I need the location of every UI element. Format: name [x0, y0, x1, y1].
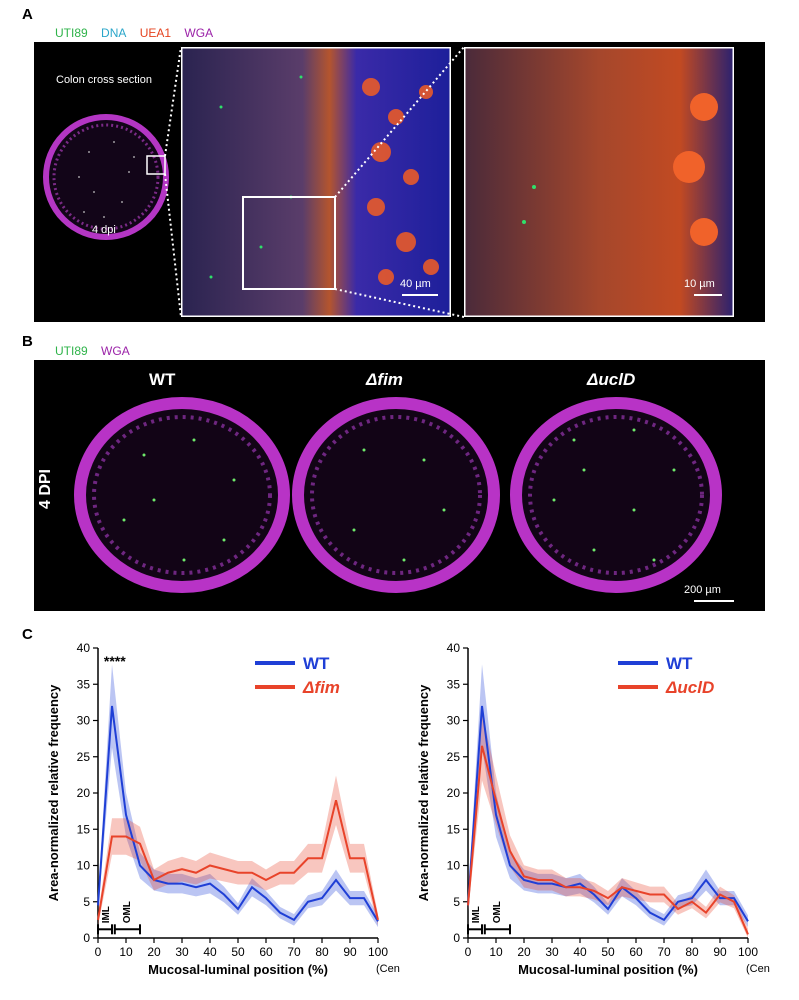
legend-label: WT	[303, 654, 330, 673]
x-tick-label: 0	[95, 945, 102, 959]
scale-label-right: 10 µm	[684, 278, 715, 290]
y-tick-label: 25	[447, 750, 461, 764]
legend-label: ΔuclD	[665, 678, 714, 697]
panel-a-letter: A	[22, 6, 33, 23]
y-tick-label: 10	[77, 859, 91, 873]
y-tick-label: 10	[447, 859, 461, 873]
y-tick-label: 25	[77, 750, 91, 764]
panel-c-letter: C	[22, 626, 33, 643]
legend-uea1: UEA1	[139, 26, 172, 40]
x-tick-label: 70	[287, 945, 301, 959]
y-tick-label: 0	[83, 931, 90, 945]
y-tick-label: 15	[77, 822, 91, 836]
error-band-wt	[468, 664, 748, 928]
x-tick-label: 50	[231, 945, 245, 959]
x-tick-label: 60	[629, 945, 643, 959]
iml-label: IML	[101, 906, 112, 923]
section-wt	[74, 397, 290, 593]
legend-label: Δfim	[302, 678, 340, 697]
x-tick-label: 70	[657, 945, 671, 959]
series-line-wt	[467, 705, 749, 922]
x-tick-label: 60	[259, 945, 273, 959]
zoom-connector-lines	[164, 46, 465, 318]
x-tick-label: 10	[489, 945, 503, 959]
colon-overview-image	[43, 114, 169, 240]
y-tick-label: 20	[447, 786, 461, 800]
y-axis-label: Area-normalized relative frequency	[416, 684, 431, 902]
x-axis-label: Mucosal-luminal position (%)	[148, 962, 328, 977]
legend-wga: WGA	[184, 26, 214, 40]
y-tick-label: 5	[453, 895, 460, 909]
y-tick-label: 20	[77, 786, 91, 800]
x-axis-label: Mucosal-luminal position (%)	[518, 962, 698, 977]
series-line-mutant	[97, 800, 379, 921]
error-band-mutant	[468, 711, 748, 938]
x-tick-label: 10	[119, 945, 133, 959]
section-ucld	[510, 397, 722, 593]
y-tick-label: 5	[83, 895, 90, 909]
section-fim	[292, 397, 500, 593]
scale-label-b: 200 µm	[684, 584, 721, 596]
x-tick-label: 20	[517, 945, 531, 959]
colon-sections-images	[74, 397, 722, 593]
time-label: 4 dpi	[92, 224, 116, 236]
panel-a-legend: UTI89 DNA UEA1 WGA	[55, 24, 213, 42]
x-tick-label: 0	[465, 945, 472, 959]
iml-label: IML	[471, 906, 482, 923]
scale-bar-b	[694, 600, 734, 602]
series-line-mutant	[467, 745, 749, 935]
x-end-note: (Center)	[746, 963, 770, 975]
x-tick-label: 90	[713, 945, 727, 959]
genotype-wt: WT	[149, 370, 176, 389]
legend-b-uti89: UTI89	[55, 344, 88, 358]
x-tick-label: 20	[147, 945, 161, 959]
chart-wt-vs-fim: 0 5 10 15 20 25 30 35 40 0 10 20 30 40 50 60 70 80 90 100 (C…	[46, 641, 400, 977]
oml-label: OML	[122, 901, 133, 923]
panel-b-micrograph-strip: WT Δfim ΔuclD 4 DPI 200 µm	[34, 360, 765, 611]
x-tick-label: 80	[685, 945, 699, 959]
legend-dna: DNA	[101, 26, 127, 40]
legend-b-wga: WGA	[101, 344, 130, 358]
mid-zoom-image	[181, 47, 451, 317]
x-tick-label: 40	[203, 945, 217, 959]
series-line-wt	[97, 705, 379, 922]
genotype-fim: Δfim	[366, 370, 403, 389]
scale-label-mid: 40 µm	[400, 278, 431, 290]
y-tick-label: 30	[77, 714, 91, 728]
y-tick-label: 40	[77, 641, 91, 655]
panel-b-letter: B	[22, 333, 33, 350]
x-tick-label: 90	[343, 945, 357, 959]
x-tick-label: 80	[315, 945, 329, 959]
y-tick-label: 35	[447, 677, 461, 691]
legend-label: WT	[666, 654, 693, 673]
oml-label: OML	[492, 901, 503, 923]
error-band-mutant	[98, 775, 378, 926]
y-tick-label: 0	[453, 931, 460, 945]
y-axis-label: Area-normalized relative frequency	[46, 684, 61, 902]
panel-b-legend: UTI89 WGA	[55, 342, 130, 360]
x-end-note: (Center)	[376, 963, 400, 975]
y-tick-label: 30	[447, 714, 461, 728]
right-zoom-image	[464, 47, 734, 317]
genotype-ucld: ΔuclD	[587, 370, 636, 389]
x-tick-label: 30	[545, 945, 559, 959]
x-tick-label: 100	[368, 945, 388, 959]
y-tick-label: 35	[77, 677, 91, 691]
section-title: Colon cross section	[56, 74, 152, 86]
significance-stars: ****	[104, 653, 126, 669]
x-tick-label: 30	[175, 945, 189, 959]
x-tick-label: 100	[738, 945, 758, 959]
x-tick-label: 40	[573, 945, 587, 959]
panel-a-micrograph-strip: Colon cross section 4 dpi	[34, 42, 765, 322]
chart-wt-vs-ucld: 0 5 10 15 20 25 30 35 40 0 10 20 30 40 50 60 70 80 90 100 (C…	[416, 641, 770, 977]
scale-bar-mid	[402, 294, 438, 296]
y-tick-label: 40	[447, 641, 461, 655]
y-tick-label: 15	[447, 822, 461, 836]
error-band-wt	[98, 664, 378, 928]
x-tick-label: 50	[601, 945, 615, 959]
legend-uti89: UTI89	[55, 26, 88, 40]
scale-bar-right	[694, 294, 722, 296]
